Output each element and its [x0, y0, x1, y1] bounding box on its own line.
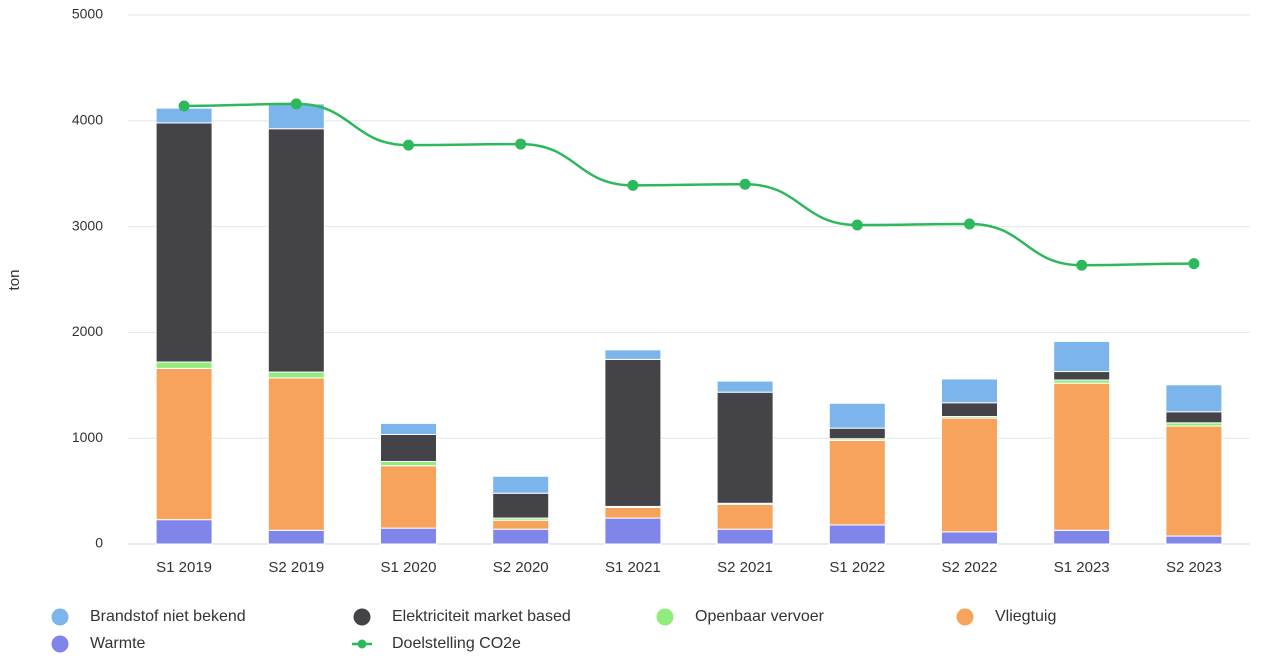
bar	[828, 402, 886, 429]
bar	[380, 460, 437, 467]
bar	[267, 377, 325, 531]
legend-marker	[956, 608, 974, 626]
x-tick-label: S1 2021	[605, 559, 661, 576]
bar	[380, 433, 437, 462]
bar	[828, 524, 886, 545]
line-point	[851, 219, 863, 231]
x-tick-label: S1 2023	[1054, 559, 1110, 576]
bar	[1053, 371, 1111, 381]
bar	[716, 503, 774, 530]
line-point	[1076, 259, 1088, 271]
bar	[267, 529, 325, 545]
bar	[604, 349, 662, 360]
bar	[380, 465, 437, 529]
bar	[155, 122, 213, 363]
bar	[716, 391, 774, 504]
bar	[492, 475, 550, 494]
bar	[828, 439, 886, 526]
bar	[155, 367, 213, 521]
bar	[716, 380, 774, 393]
bar	[604, 506, 662, 519]
y-tick-label: 4000	[72, 112, 103, 128]
x-tick-label: S1 2019	[156, 559, 212, 576]
bar	[380, 422, 437, 435]
line-point	[739, 178, 751, 190]
bar	[604, 517, 662, 545]
bar	[1053, 340, 1111, 373]
y-tick-label: 2000	[72, 323, 103, 339]
y-tick-label: 0	[95, 535, 103, 551]
bar	[267, 128, 325, 373]
bar	[604, 358, 662, 507]
bar	[492, 528, 550, 545]
y-tick-label: 5000	[72, 6, 103, 22]
line-point	[627, 179, 639, 191]
bar	[1165, 384, 1223, 413]
x-tick-label: S2 2023	[1166, 559, 1222, 576]
legend-label: Doelstelling CO2e	[392, 635, 521, 652]
bar	[716, 528, 774, 545]
bar	[1165, 535, 1223, 545]
legend-marker	[51, 608, 69, 626]
legend-label: Brandstof niet bekend	[90, 608, 246, 625]
bar	[1053, 382, 1111, 531]
legend-label: Warmte	[90, 635, 146, 652]
bar	[941, 417, 998, 533]
legend-marker	[656, 608, 674, 626]
legend-marker	[357, 639, 367, 649]
legend-label: Openbaar vervoer	[695, 608, 825, 625]
x-tick-label: S1 2022	[829, 559, 885, 576]
bar	[380, 527, 437, 545]
y-tick-label: 3000	[72, 217, 103, 233]
x-tick-label: S2 2021	[717, 559, 773, 576]
bar	[941, 378, 998, 404]
x-tick-label: S2 2022	[942, 559, 998, 576]
bar	[1053, 529, 1111, 545]
line-point	[290, 98, 302, 110]
bar	[1165, 425, 1223, 537]
line	[184, 102, 1194, 267]
bar	[155, 361, 213, 369]
line-point	[964, 218, 975, 230]
bar	[267, 371, 325, 379]
bar	[941, 402, 998, 418]
bar	[941, 531, 998, 545]
legend-marker	[51, 635, 69, 653]
bar	[155, 519, 213, 545]
legend-label: Vliegtuig	[995, 608, 1056, 625]
x-tick-label: S1 2020	[381, 559, 437, 576]
x-tick-label: S2 2020	[493, 559, 549, 576]
bar	[492, 492, 550, 519]
legend-label: Elektriciteit market based	[392, 608, 571, 625]
y-axis-label: ton	[6, 270, 23, 291]
bar	[492, 519, 550, 530]
line-point	[178, 100, 190, 112]
bar	[1165, 411, 1223, 424]
line-point	[403, 139, 414, 151]
legend-marker	[353, 608, 371, 626]
line-point	[515, 138, 527, 150]
x-tick-label: S2 2019	[268, 559, 324, 576]
y-tick-label: 1000	[72, 429, 103, 445]
bar	[828, 427, 886, 440]
line-point	[1188, 258, 1200, 270]
